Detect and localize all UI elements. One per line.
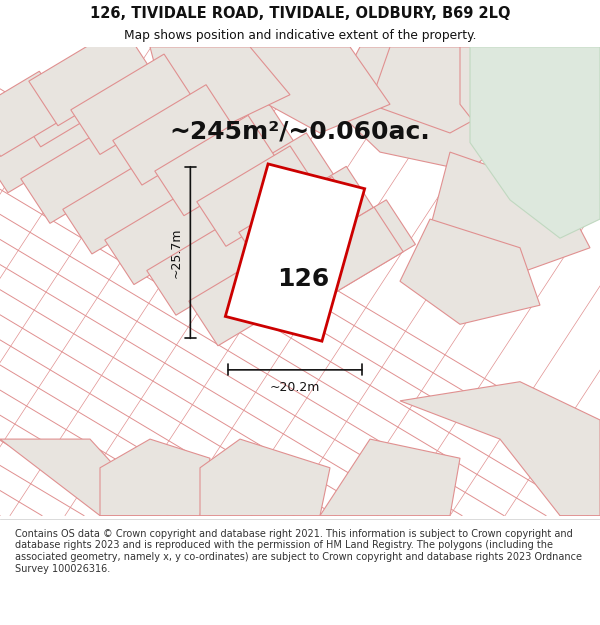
- Polygon shape: [155, 115, 277, 216]
- Polygon shape: [400, 382, 600, 516]
- Polygon shape: [239, 176, 361, 277]
- Polygon shape: [164, 99, 295, 205]
- Polygon shape: [71, 54, 193, 154]
- Polygon shape: [400, 219, 540, 324]
- Polygon shape: [320, 439, 460, 516]
- Text: 126, TIVIDALE ROAD, TIVIDALE, OLDBURY, B69 2LQ: 126, TIVIDALE ROAD, TIVIDALE, OLDBURY, B…: [90, 6, 510, 21]
- Polygon shape: [150, 47, 290, 123]
- Text: ~20.2m: ~20.2m: [270, 381, 320, 394]
- Text: ~245m²/~0.060ac.: ~245m²/~0.060ac.: [170, 119, 430, 143]
- Polygon shape: [200, 439, 330, 516]
- Polygon shape: [460, 47, 600, 191]
- Text: Contains OS data © Crown copyright and database right 2021. This information is : Contains OS data © Crown copyright and d…: [15, 529, 582, 574]
- Polygon shape: [370, 47, 520, 133]
- Polygon shape: [105, 184, 227, 284]
- Polygon shape: [0, 71, 68, 156]
- Text: 126: 126: [277, 268, 329, 291]
- Polygon shape: [189, 246, 311, 346]
- Polygon shape: [197, 146, 319, 246]
- Text: Map shows position and indicative extent of the property.: Map shows position and indicative extent…: [124, 29, 476, 42]
- Polygon shape: [330, 47, 530, 171]
- Polygon shape: [245, 166, 376, 272]
- Text: ~25.7m: ~25.7m: [170, 228, 183, 278]
- Polygon shape: [11, 62, 109, 147]
- Polygon shape: [100, 439, 210, 516]
- Polygon shape: [281, 207, 403, 308]
- Polygon shape: [250, 47, 390, 133]
- Polygon shape: [284, 200, 415, 305]
- Polygon shape: [205, 133, 335, 238]
- Polygon shape: [113, 85, 235, 185]
- Polygon shape: [147, 215, 269, 315]
- Polygon shape: [29, 26, 151, 126]
- Polygon shape: [226, 164, 365, 341]
- Polygon shape: [0, 92, 101, 192]
- Polygon shape: [21, 123, 143, 223]
- Polygon shape: [470, 47, 600, 238]
- Polygon shape: [0, 439, 160, 516]
- Polygon shape: [430, 152, 590, 276]
- Polygon shape: [63, 154, 185, 254]
